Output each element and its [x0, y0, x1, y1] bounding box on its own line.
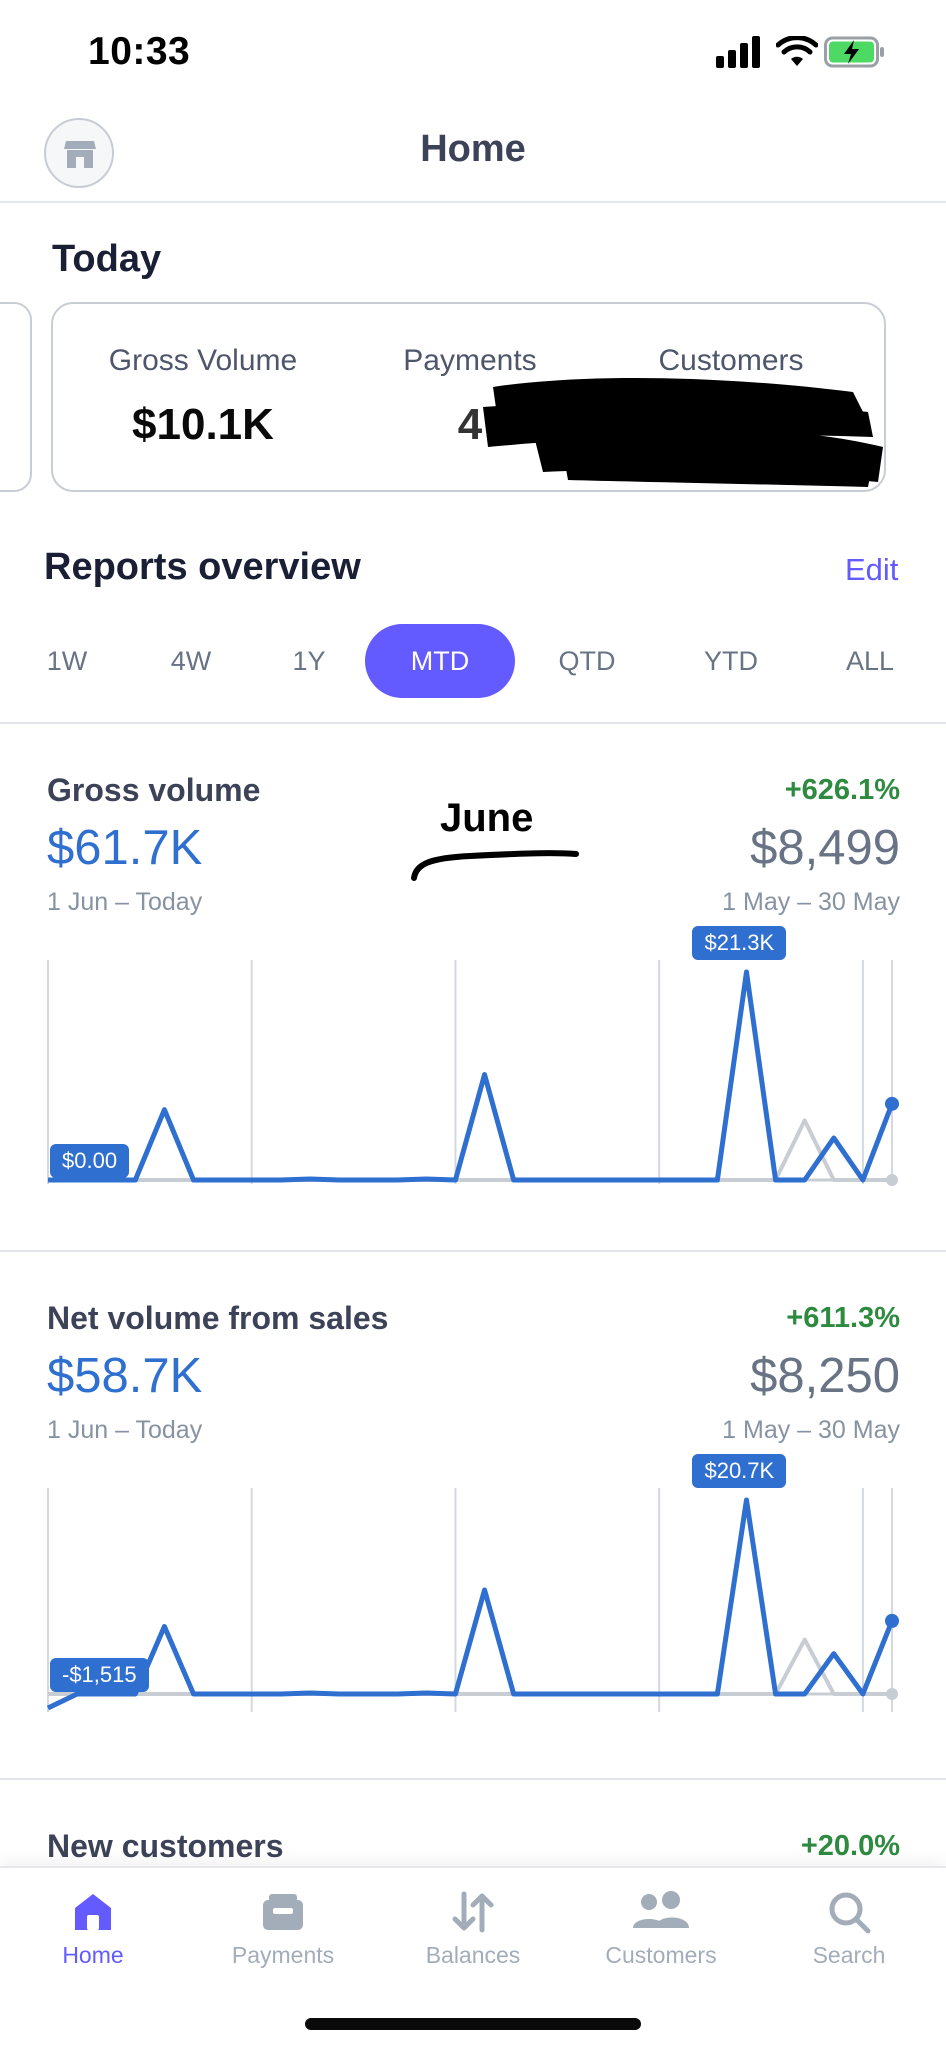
store-icon	[64, 141, 96, 168]
gross-volume-max-label: $21.3K	[692, 926, 787, 960]
tab-customers-label: Customers	[605, 1942, 717, 1968]
customers-icon	[633, 1891, 689, 1928]
gross-volume-title[interactable]: Gross volume	[47, 772, 261, 808]
tab-home-label: Home	[62, 1942, 124, 1968]
range-tab-ytd[interactable]: YTD	[704, 646, 758, 676]
net-volume-change: +611.3%	[786, 1302, 900, 1334]
battery-charging-icon	[824, 36, 884, 68]
tab-customers[interactable]: Customers	[586, 1888, 736, 1969]
net-volume-max-label: $20.7K	[692, 1454, 787, 1488]
metric-label-gross-volume: Gross Volume	[108, 344, 298, 377]
net-volume-chart[interactable]	[30, 1488, 910, 1738]
metric-value-gross-volume: $10.1K	[132, 400, 274, 449]
tab-balances[interactable]: Balances	[398, 1888, 548, 1969]
page-title: Home	[420, 128, 526, 170]
net-volume-range: 1 Jun – Today	[47, 1416, 203, 1444]
handwritten-underline	[411, 850, 579, 881]
edit-reports-link[interactable]: Edit	[845, 552, 899, 587]
store-button[interactable]	[44, 118, 114, 188]
net-volume-title[interactable]: Net volume from sales	[47, 1300, 389, 1336]
gross-volume-min-label: $0.00	[50, 1144, 130, 1178]
divider	[0, 1250, 946, 1252]
chart-series-previous	[48, 1118, 892, 1182]
range-tab-4w[interactable]: 4W	[170, 646, 212, 676]
redaction-scribble	[483, 377, 883, 487]
gross-volume-chart[interactable]	[30, 960, 910, 1210]
range-tab-qtd[interactable]: QTD	[558, 646, 616, 676]
range-tab-mtd[interactable]: MTD	[410, 646, 470, 676]
gross-volume-value: $61.7K	[47, 821, 203, 875]
gross-volume-prev-range: 1 May – 30 May	[722, 888, 900, 916]
chart-end-point-previous	[886, 1687, 898, 1700]
today-metrics-card[interactable]: Gross Volume $10.1K Payments 4 Customers…	[51, 302, 886, 492]
home-indicator	[305, 2018, 641, 2030]
balances-icon	[452, 1891, 494, 1933]
cellular-signal-icon	[716, 36, 760, 68]
tab-home[interactable]: Home	[18, 1888, 168, 1969]
home-icon	[75, 1894, 111, 1930]
chart-series-current	[46, 1497, 895, 1711]
chart-end-point-previous	[886, 1174, 898, 1186]
range-selected-pill	[365, 624, 515, 698]
metric-label-payments: Payments	[403, 344, 537, 377]
previous-card-peek[interactable]	[0, 302, 32, 492]
tab-payments[interactable]: Payments	[208, 1888, 358, 1969]
metric-value-payments: 4	[457, 400, 483, 449]
tab-search-label: Search	[812, 1942, 886, 1968]
net-volume-prev-range: 1 May – 30 May	[722, 1416, 900, 1444]
net-volume-value: $58.7K	[47, 1349, 203, 1403]
new-customers-change: +20.0%	[800, 1830, 900, 1862]
chart-series-previous	[48, 1637, 892, 1696]
search-icon	[829, 1892, 871, 1934]
handwritten-annotation: June	[440, 796, 534, 840]
metric-label-customers: Customers	[658, 344, 804, 377]
tab-balances-label: Balances	[425, 1942, 521, 1968]
range-tab-1y[interactable]: 1Y	[292, 646, 326, 676]
payments-icon	[263, 1894, 303, 1930]
tab-payments-label: Payments	[231, 1942, 335, 1968]
range-tab-all[interactable]: ALL	[845, 646, 895, 676]
chart-series-current	[48, 969, 895, 1183]
net-volume-prev-value: $8,250	[750, 1349, 900, 1403]
header-divider	[0, 201, 946, 203]
gross-volume-change: +626.1%	[784, 774, 900, 806]
status-time: 10:33	[88, 30, 191, 73]
chart-end-point-current	[885, 1096, 899, 1111]
gross-volume-range: 1 Jun – Today	[47, 888, 203, 916]
divider	[0, 1778, 946, 1780]
new-customers-title[interactable]: New customers	[47, 1828, 284, 1864]
tab-search[interactable]: Search	[774, 1888, 924, 1969]
chart-end-point-current	[885, 1613, 899, 1628]
today-heading: Today	[52, 238, 162, 280]
wifi-icon	[776, 36, 818, 66]
divider	[0, 722, 946, 724]
net-volume-min-label: -$1,515	[50, 1657, 149, 1692]
range-tab-1w[interactable]: 1W	[46, 646, 88, 676]
gross-volume-prev-value: $8,499	[750, 821, 900, 875]
reports-overview-heading: Reports overview	[44, 546, 361, 588]
